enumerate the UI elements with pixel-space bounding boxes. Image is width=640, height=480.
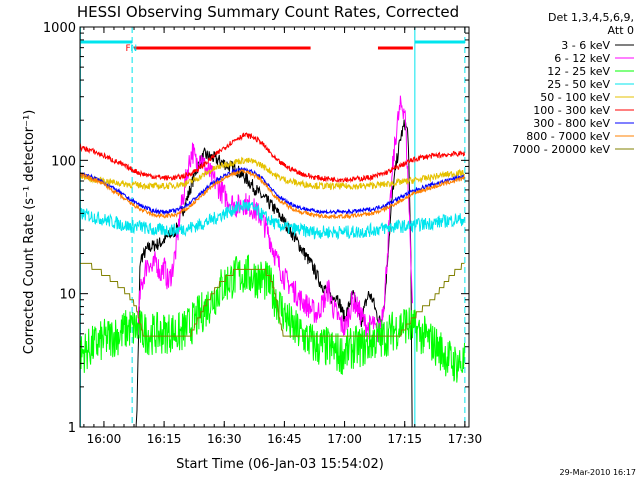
series-line xyxy=(80,168,465,220)
attenuator-marker-label: N xyxy=(130,44,137,54)
series-line xyxy=(80,262,465,337)
y-tick-label: 10 xyxy=(59,288,76,303)
series-line xyxy=(80,156,465,191)
x-tick-label: 17:30 xyxy=(448,432,483,446)
axes: 16:00 16:15 16:30 16:45 17:00 17:15 17:30 1 10 10… xyxy=(43,21,482,446)
attenuator-marker-label: F xyxy=(126,44,131,54)
x-axis-label: Start Time (06-Jan-03 15:54:02) xyxy=(176,457,384,472)
legend-entry-label: 50 - 100 keV xyxy=(540,91,610,104)
y-axis-label: Corrected Count Rate (s⁻¹ detector⁻¹) xyxy=(22,110,37,355)
legend-entry-label: 300 - 800 keV xyxy=(533,117,610,130)
x-tick-label: 16:00 xyxy=(87,432,122,446)
footer-date: 29-Mar-2010 16:17 xyxy=(560,468,637,477)
y-tick-label: 1 xyxy=(68,421,76,436)
legend-entry-label: 100 - 300 keV xyxy=(533,104,610,117)
x-tick-label: 17:00 xyxy=(327,432,362,446)
legend-entry-label: 12 - 25 keV xyxy=(547,65,610,78)
chart-title: HESSI Observing Summary Count Rates, Cor… xyxy=(77,3,459,21)
legend-entry-label: 800 - 7000 keV xyxy=(526,130,610,143)
series-line xyxy=(80,166,465,216)
x-tick-label: 17:15 xyxy=(387,432,422,446)
x-tick-label: 16:45 xyxy=(267,432,302,446)
legend-entry-label: 25 - 50 keV xyxy=(547,78,610,91)
legend-entry-label: 7000 - 20000 keV xyxy=(512,143,610,156)
series-line xyxy=(80,200,465,241)
y-tick-label: 1000 xyxy=(43,21,76,36)
series-lines xyxy=(80,95,465,427)
y-tick-label: 100 xyxy=(51,154,76,169)
x-tick-label: 16:15 xyxy=(147,432,182,446)
legend-entry-label: 6 - 12 keV xyxy=(554,52,610,65)
legend-header: Att 0 xyxy=(608,24,634,37)
legend-header: Det 1,3,4,5,6,9, xyxy=(548,11,634,24)
series-line xyxy=(80,132,465,184)
x-tick-label: 16:30 xyxy=(207,432,242,446)
legend-entry-label: 3 - 6 keV xyxy=(561,39,610,52)
